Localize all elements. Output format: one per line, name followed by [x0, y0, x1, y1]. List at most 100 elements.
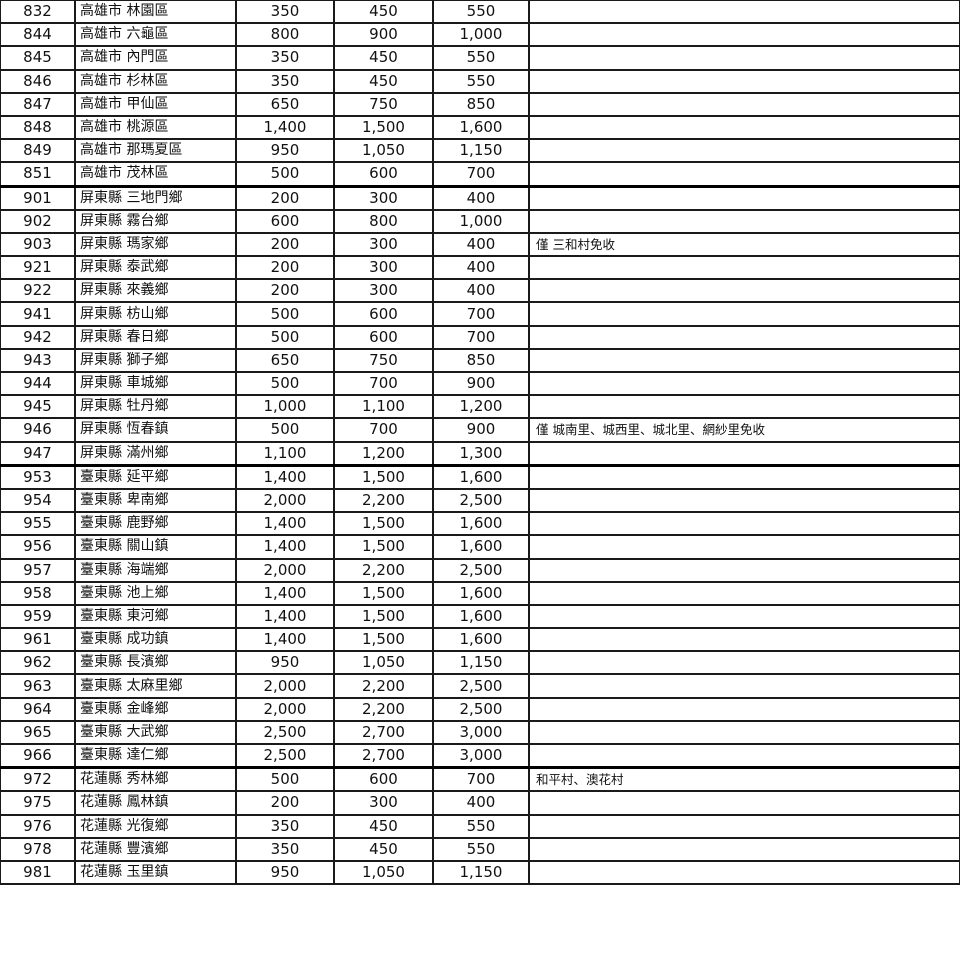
postal-code-cell: 959 [0, 603, 76, 630]
fee-tier-1-cell: 650 [235, 91, 335, 117]
fee-tier-2-cell: 1,200 [333, 440, 434, 467]
postal-code-cell: 922 [0, 278, 76, 304]
postal-code-cell: 976 [0, 813, 76, 839]
note-cell [528, 138, 960, 164]
fee-tier-2-cell: 1,050 [333, 859, 434, 886]
district-name-cell: 臺東縣 達仁鄉 [74, 743, 237, 770]
fee-tier-3-cell: 2,500 [432, 487, 530, 514]
table-row: 945 屏東縣 牡丹鄉 1,000 1,100 1,200 [0, 394, 960, 420]
fee-tier-1-cell: 200 [235, 790, 335, 816]
fee-tier-2-cell: 700 [333, 370, 434, 397]
postal-code-cell: 849 [0, 138, 76, 164]
fee-tier-1-cell: 1,400 [235, 534, 335, 560]
district-name-cell: 花蓮縣 鳳林鎮 [74, 790, 237, 816]
table-row: 981 花蓮縣 玉里鎮 950 1,050 1,150 [0, 859, 960, 886]
fee-tier-3-cell: 550 [432, 836, 530, 862]
fee-tier-1-cell: 1,400 [235, 627, 335, 653]
table-row: 963 臺東縣 太麻里鄉 2,000 2,200 2,500 [0, 673, 960, 699]
fee-tier-1-cell: 200 [235, 231, 335, 258]
fee-tier-3-cell: 1,600 [432, 627, 530, 653]
postal-code-cell: 953 [0, 464, 76, 490]
fee-tier-3-cell: 2,500 [432, 673, 530, 699]
district-name-cell: 屏東縣 滿州鄉 [74, 440, 237, 467]
district-name-cell: 花蓮縣 秀林鄉 [74, 766, 237, 793]
table-row: 851 高雄市 茂林區 500 600 700 [0, 161, 960, 188]
fee-tier-1-cell: 1,400 [235, 114, 335, 141]
table-row: 964 臺東縣 金峰鄉 2,000 2,200 2,500 [0, 696, 960, 722]
district-name-cell: 屏東縣 霧台鄉 [74, 208, 237, 234]
fee-tier-2-cell: 1,500 [333, 580, 434, 606]
district-name-cell: 臺東縣 鹿野鄉 [74, 511, 237, 537]
table-row: 844 高雄市 六龜區 800 900 1,000 [0, 22, 960, 48]
table-row: 947 屏東縣 滿州鄉 1,100 1,200 1,300 [0, 440, 960, 467]
fee-tier-2-cell: 1,500 [333, 627, 434, 653]
postal-code-cell: 964 [0, 696, 76, 722]
district-name-cell: 屏東縣 瑪家鄉 [74, 231, 237, 258]
note-cell: 僅 城南里、城西里、城北里、網紗里免收 [528, 417, 960, 443]
district-name-cell: 屏東縣 恆春鎮 [74, 417, 237, 443]
note-cell [528, 859, 960, 886]
fee-tier-2-cell: 750 [333, 91, 434, 117]
postal-code-cell: 958 [0, 580, 76, 606]
table-row: 941 屏東縣 枋山鄉 500 600 700 [0, 301, 960, 327]
fee-tier-2-cell: 700 [333, 417, 434, 443]
fee-tier-2-cell: 300 [333, 790, 434, 816]
fee-tier-2-cell: 1,500 [333, 114, 434, 141]
table-row: 955 臺東縣 鹿野鄉 1,400 1,500 1,600 [0, 511, 960, 537]
postal-code-cell: 963 [0, 673, 76, 699]
table-row: 966 臺東縣 達仁鄉 2,500 2,700 3,000 [0, 743, 960, 770]
note-cell [528, 161, 960, 188]
table-row: 922 屏東縣 來義鄉 200 300 400 [0, 278, 960, 304]
fee-tier-2-cell: 1,500 [333, 464, 434, 490]
fee-tier-1-cell: 950 [235, 650, 335, 676]
note-cell [528, 324, 960, 350]
fee-tier-3-cell: 1,600 [432, 580, 530, 606]
fee-tier-1-cell: 2,000 [235, 557, 335, 583]
table-row: 845 高雄市 內門區 350 450 550 [0, 45, 960, 71]
fee-tier-3-cell: 400 [432, 255, 530, 281]
fee-tier-1-cell: 350 [235, 68, 335, 94]
table-row: 903 屏東縣 瑪家鄉 200 300 400 僅 三和村免收 [0, 231, 960, 258]
table-row: 944 屏東縣 車城鄉 500 700 900 [0, 370, 960, 397]
fee-tier-2-cell: 1,050 [333, 650, 434, 676]
note-cell [528, 511, 960, 537]
table-row: 975 花蓮縣 鳳林鎮 200 300 400 [0, 790, 960, 816]
fee-tier-2-cell: 2,200 [333, 673, 434, 699]
fee-tier-1-cell: 950 [235, 138, 335, 164]
fee-tier-2-cell: 1,100 [333, 394, 434, 420]
district-name-cell: 高雄市 內門區 [74, 45, 237, 71]
fee-tier-1-cell: 650 [235, 347, 335, 374]
fee-tier-3-cell: 1,200 [432, 394, 530, 420]
fee-tier-1-cell: 1,000 [235, 394, 335, 420]
district-name-cell: 屏東縣 獅子鄉 [74, 347, 237, 374]
postal-code-cell: 966 [0, 743, 76, 770]
postal-code-cell: 942 [0, 324, 76, 350]
district-name-cell: 臺東縣 長濱鄉 [74, 650, 237, 676]
district-name-cell: 臺東縣 卑南鄉 [74, 487, 237, 514]
fee-tier-1-cell: 1,400 [235, 580, 335, 606]
fee-tier-1-cell: 350 [235, 45, 335, 71]
fee-tier-2-cell: 450 [333, 45, 434, 71]
postal-code-cell: 957 [0, 557, 76, 583]
fee-tier-2-cell: 300 [333, 231, 434, 258]
district-name-cell: 屏東縣 三地門鄉 [74, 185, 237, 211]
note-cell [528, 255, 960, 281]
table-row: 961 臺東縣 成功鎮 1,400 1,500 1,600 [0, 627, 960, 653]
postal-code-cell: 961 [0, 627, 76, 653]
table-row: 921 屏東縣 泰武鄉 200 300 400 [0, 255, 960, 281]
table-row: 846 高雄市 杉林區 350 450 550 [0, 68, 960, 94]
table-row: 942 屏東縣 春日鄉 500 600 700 [0, 324, 960, 350]
fee-tier-1-cell: 500 [235, 370, 335, 397]
table-row: 962 臺東縣 長濱鄉 950 1,050 1,150 [0, 650, 960, 676]
postal-code-cell: 901 [0, 185, 76, 211]
fee-tier-3-cell: 550 [432, 0, 530, 25]
fee-tier-3-cell: 550 [432, 45, 530, 71]
table-row: 848 高雄市 桃源區 1,400 1,500 1,600 [0, 114, 960, 141]
note-cell [528, 91, 960, 117]
fee-tier-3-cell: 2,500 [432, 696, 530, 722]
note-cell [528, 673, 960, 699]
district-name-cell: 花蓮縣 玉里鎮 [74, 859, 237, 886]
district-name-cell: 臺東縣 成功鎮 [74, 627, 237, 653]
fee-tier-3-cell: 1,600 [432, 464, 530, 490]
fee-tier-2-cell: 600 [333, 766, 434, 793]
